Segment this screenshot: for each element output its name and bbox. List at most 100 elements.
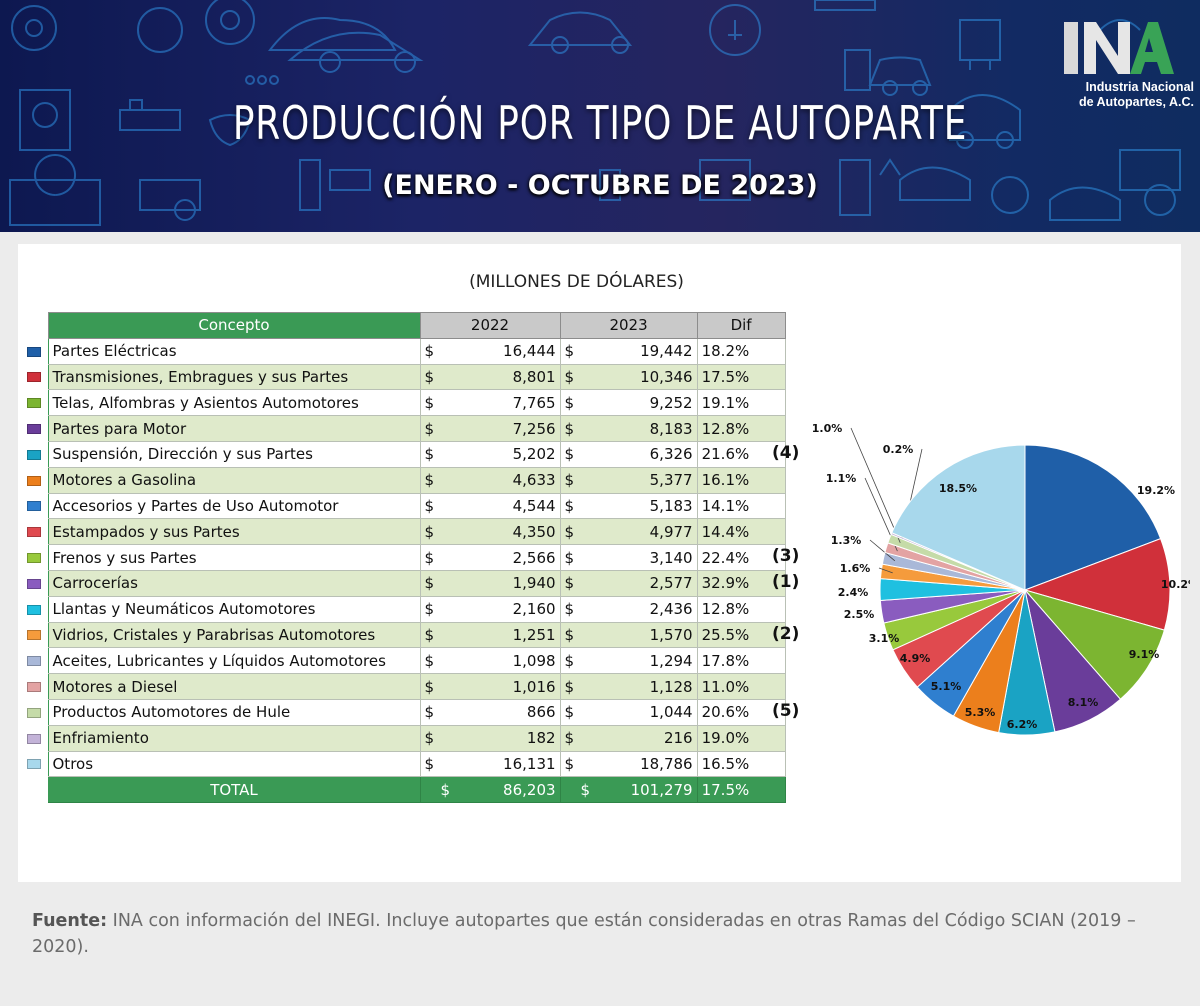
legend-swatch-cell: [20, 596, 48, 623]
legend-swatch-cell: [20, 776, 48, 803]
pie-slice-label: 0.2%: [883, 443, 914, 456]
cell-currency-2023: $: [559, 673, 595, 700]
cell-currency-2022: $: [419, 440, 455, 468]
header-banner: Producción por tipo de Autoparte (ENERO …: [0, 0, 1200, 232]
cell-currency-2022: $: [419, 363, 455, 391]
cell-concepto: Motores a Diesel: [47, 673, 421, 700]
footnote-marker: (5): [772, 701, 800, 722]
cell-currency-2022: $: [419, 389, 455, 417]
cell-value-2022: 182: [454, 724, 561, 752]
legend-swatch: [26, 372, 41, 383]
table-row: Motores a Diesel $1,016 $1,128 11.0%: [20, 673, 786, 700]
cell-currency-2023: $: [559, 621, 595, 649]
pie-slice-label: 8.1%: [1068, 696, 1099, 709]
cell-dif: 22.4%: [696, 544, 786, 571]
cell-value-2022: 4,350: [454, 518, 561, 546]
cell-currency-2022: $: [419, 492, 455, 520]
cell-currency-2022: $: [419, 544, 455, 571]
cell-value-2022: 2,160: [454, 595, 561, 623]
legend-swatch-cell: [20, 647, 48, 674]
table-row: Telas, Alfombras y Asientos Automotores $…: [20, 389, 786, 417]
cell-currency-2022: $: [419, 724, 455, 752]
column-header-2022: 2022: [419, 312, 561, 339]
pie-slice-label: 1.3%: [831, 534, 862, 547]
cell-concepto: Carrocerías: [47, 569, 421, 597]
cell-currency-2022: $: [419, 518, 455, 546]
cell-concepto: Otros: [47, 750, 421, 778]
table-row: Transmisiones, Embragues y sus Partes $8,…: [20, 363, 786, 391]
legend-swatch-cell: [20, 338, 48, 365]
cell-value-2022: 2,566: [454, 544, 561, 571]
cell-currency-2023: $: [559, 389, 595, 417]
legend-swatch: [26, 656, 41, 667]
cell-total-dif: 17.5%: [696, 776, 786, 804]
cell-value-2023: 6,326: [594, 440, 698, 468]
pie-slice: [1023, 538, 1171, 631]
cell-concepto: Aceites, Lubricantes y Líquidos Automoto…: [47, 647, 421, 675]
cell-currency-2022: $: [419, 621, 455, 649]
pie-slice-label: 1.0%: [812, 422, 843, 435]
legend-swatch: [26, 346, 41, 357]
legend-swatch-cell: [20, 493, 48, 519]
legend-swatch: [26, 449, 41, 460]
legend-swatch-cell: [20, 415, 48, 442]
cell-concepto: Enfriamiento: [47, 724, 421, 752]
cell-currency-2023: $: [559, 647, 595, 675]
cell-currency-2023: $: [559, 698, 595, 726]
cell-dif: 32.9%: [696, 569, 786, 597]
legend-swatch: [26, 553, 41, 564]
cell-currency-2022: $: [419, 673, 455, 700]
footnote-marker: (4): [772, 443, 800, 464]
ina-logo: [1064, 22, 1174, 74]
source-note: Fuente: INA con información del INEGI. I…: [32, 908, 1172, 960]
legend-swatch: [26, 527, 41, 538]
units-label: (MILLONES DE DÓLARES): [469, 272, 684, 292]
cell-concepto: Partes para Motor: [47, 415, 421, 442]
legend-swatch: [26, 707, 41, 718]
footnote-marker: (3): [772, 546, 800, 567]
cell-value-2022: 16,444: [454, 337, 561, 365]
cell-dif: 17.8%: [696, 647, 786, 675]
legend-swatch: [26, 733, 41, 744]
cell-value-2023: 8,183: [594, 415, 698, 442]
table-total-row: TOTAL $86,203 $101,279 17.5%: [20, 776, 786, 804]
cell-currency-2023: $: [559, 466, 595, 494]
cell-value-2022: 1,940: [454, 569, 561, 597]
cell-total-2023: 101,279: [594, 776, 698, 804]
legend-swatch: [26, 501, 41, 512]
cell-value-2023: 18,786: [594, 750, 698, 778]
legend-swatch: [26, 398, 41, 409]
cell-concepto: Llantas y Neumáticos Automotores: [47, 595, 421, 623]
cell-value-2022: 8,801: [454, 363, 561, 391]
banner-title: Producción por tipo de Autoparte: [232, 96, 968, 150]
legend-swatch-cell: [20, 570, 48, 597]
cell-currency-2023: $: [559, 724, 595, 752]
footnote-marker: (1): [772, 572, 800, 593]
cell-value-2022: 1,016: [454, 673, 561, 700]
cell-value-2022: 16,131: [454, 750, 561, 778]
table-row: Carrocerías $1,940 $2,577 32.9%: [20, 569, 786, 597]
org-name: Industria Nacional de Autopartes, A.C.: [1044, 80, 1194, 110]
pie-leader-line: [869, 539, 896, 562]
cell-value-2023: 4,977: [594, 518, 698, 546]
legend-swatch-cell: [20, 725, 48, 752]
legend-swatch: [26, 630, 41, 641]
cell-value-2022: 7,765: [454, 389, 561, 417]
table-row: Productos Automotores de Hule $866 $1,044 2…: [20, 698, 786, 726]
cell-value-2023: 5,377: [594, 466, 698, 494]
cell-concepto: Motores a Gasolina: [47, 466, 421, 494]
cell-value-2022: 4,544: [454, 492, 561, 520]
pie-slice-label: 10.2%: [1161, 578, 1190, 591]
legend-swatch: [26, 604, 41, 615]
cell-concepto: Telas, Alfombras y Asientos Automotores: [47, 389, 421, 417]
banner-subtitle: (ENERO - OCTUBRE DE 2023): [382, 170, 818, 201]
legend-swatch-cell: [20, 699, 48, 726]
cell-currency-2023: $: [559, 415, 595, 442]
production-table: Concepto 2022 2023 Dif Partes Eléctricas…: [20, 312, 786, 804]
pie-slice-label: 4.9%: [900, 652, 931, 665]
cell-dif: 12.8%: [696, 595, 786, 623]
pie-slice-label: 1.6%: [840, 562, 871, 575]
cell-value-2023: 9,252: [594, 389, 698, 417]
cell-currency-2023: $: [559, 595, 595, 623]
cell-concepto: Accesorios y Partes de Uso Automotor: [47, 492, 421, 520]
